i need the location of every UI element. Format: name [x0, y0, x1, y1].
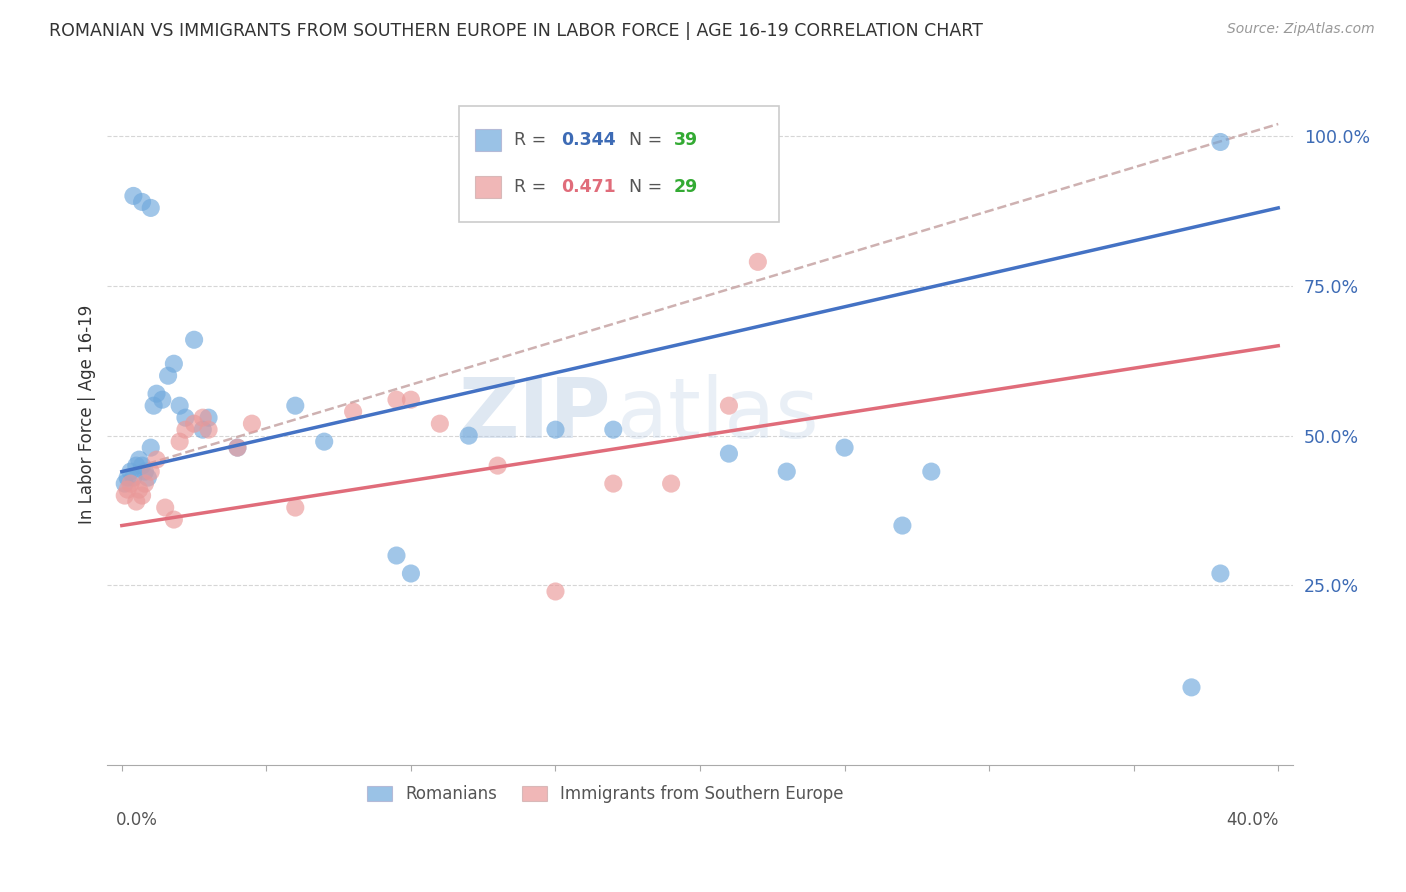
Text: 29: 29	[673, 178, 699, 195]
Point	[342, 405, 364, 419]
Point	[834, 441, 856, 455]
Point	[920, 465, 942, 479]
Point	[191, 410, 214, 425]
Point	[891, 518, 914, 533]
Point	[145, 452, 167, 467]
Point	[125, 494, 148, 508]
Text: atlas: atlas	[617, 374, 818, 455]
Text: 0.471: 0.471	[561, 178, 616, 195]
Point	[1209, 566, 1232, 581]
Point	[163, 357, 186, 371]
Text: 39: 39	[673, 131, 697, 149]
Point	[128, 452, 150, 467]
Point	[385, 549, 408, 563]
Point	[131, 458, 153, 473]
Point	[776, 465, 799, 479]
Point	[429, 417, 451, 431]
Point	[139, 465, 162, 479]
Point	[163, 512, 186, 526]
Text: ZIP: ZIP	[458, 374, 612, 455]
Point	[602, 476, 624, 491]
Point	[717, 447, 740, 461]
Point	[659, 476, 682, 491]
Point	[226, 441, 249, 455]
Point	[136, 470, 159, 484]
Text: R =: R =	[515, 131, 551, 149]
Point	[1180, 681, 1202, 695]
Text: Source: ZipAtlas.com: Source: ZipAtlas.com	[1227, 22, 1375, 37]
Point	[314, 434, 336, 449]
Text: 40.0%: 40.0%	[1226, 811, 1278, 829]
Point	[174, 423, 197, 437]
Text: ROMANIAN VS IMMIGRANTS FROM SOUTHERN EUROPE IN LABOR FORCE | AGE 16-19 CORRELATI: ROMANIAN VS IMMIGRANTS FROM SOUTHERN EUR…	[49, 22, 983, 40]
Point	[125, 458, 148, 473]
Point	[169, 399, 191, 413]
Point	[122, 470, 145, 484]
FancyBboxPatch shape	[460, 106, 779, 222]
Point	[120, 465, 142, 479]
Point	[134, 476, 156, 491]
Point	[183, 417, 205, 431]
Point	[399, 392, 422, 407]
Point	[191, 423, 214, 437]
Point	[120, 476, 142, 491]
Point	[747, 255, 769, 269]
Point	[399, 566, 422, 581]
Point	[169, 434, 191, 449]
Point	[128, 483, 150, 497]
Point	[197, 423, 219, 437]
Text: 0.0%: 0.0%	[117, 811, 157, 829]
Point	[183, 333, 205, 347]
Point	[1209, 135, 1232, 149]
Point	[385, 392, 408, 407]
FancyBboxPatch shape	[475, 176, 501, 198]
Point	[602, 423, 624, 437]
Text: 0.344: 0.344	[561, 131, 616, 149]
Point	[131, 489, 153, 503]
Point	[117, 470, 139, 484]
Point	[139, 441, 162, 455]
Point	[717, 399, 740, 413]
Point	[157, 368, 180, 383]
Point	[142, 399, 165, 413]
Point	[284, 399, 307, 413]
Point	[197, 410, 219, 425]
Legend: Romanians, Immigrants from Southern Europe: Romanians, Immigrants from Southern Euro…	[360, 778, 851, 810]
Point	[114, 489, 136, 503]
Y-axis label: In Labor Force | Age 16-19: In Labor Force | Age 16-19	[79, 305, 96, 524]
Point	[284, 500, 307, 515]
Point	[131, 194, 153, 209]
Point	[544, 584, 567, 599]
Point	[544, 423, 567, 437]
Point	[145, 386, 167, 401]
Point	[114, 476, 136, 491]
Point	[174, 410, 197, 425]
Point	[117, 483, 139, 497]
Point	[150, 392, 173, 407]
Point	[240, 417, 263, 431]
Text: N =: N =	[628, 178, 668, 195]
Point	[486, 458, 509, 473]
Point	[457, 428, 479, 442]
Point	[153, 500, 176, 515]
Text: R =: R =	[515, 178, 551, 195]
Point	[134, 465, 156, 479]
Point	[122, 189, 145, 203]
Point	[226, 441, 249, 455]
Text: N =: N =	[628, 131, 668, 149]
Point	[139, 201, 162, 215]
FancyBboxPatch shape	[475, 128, 501, 151]
